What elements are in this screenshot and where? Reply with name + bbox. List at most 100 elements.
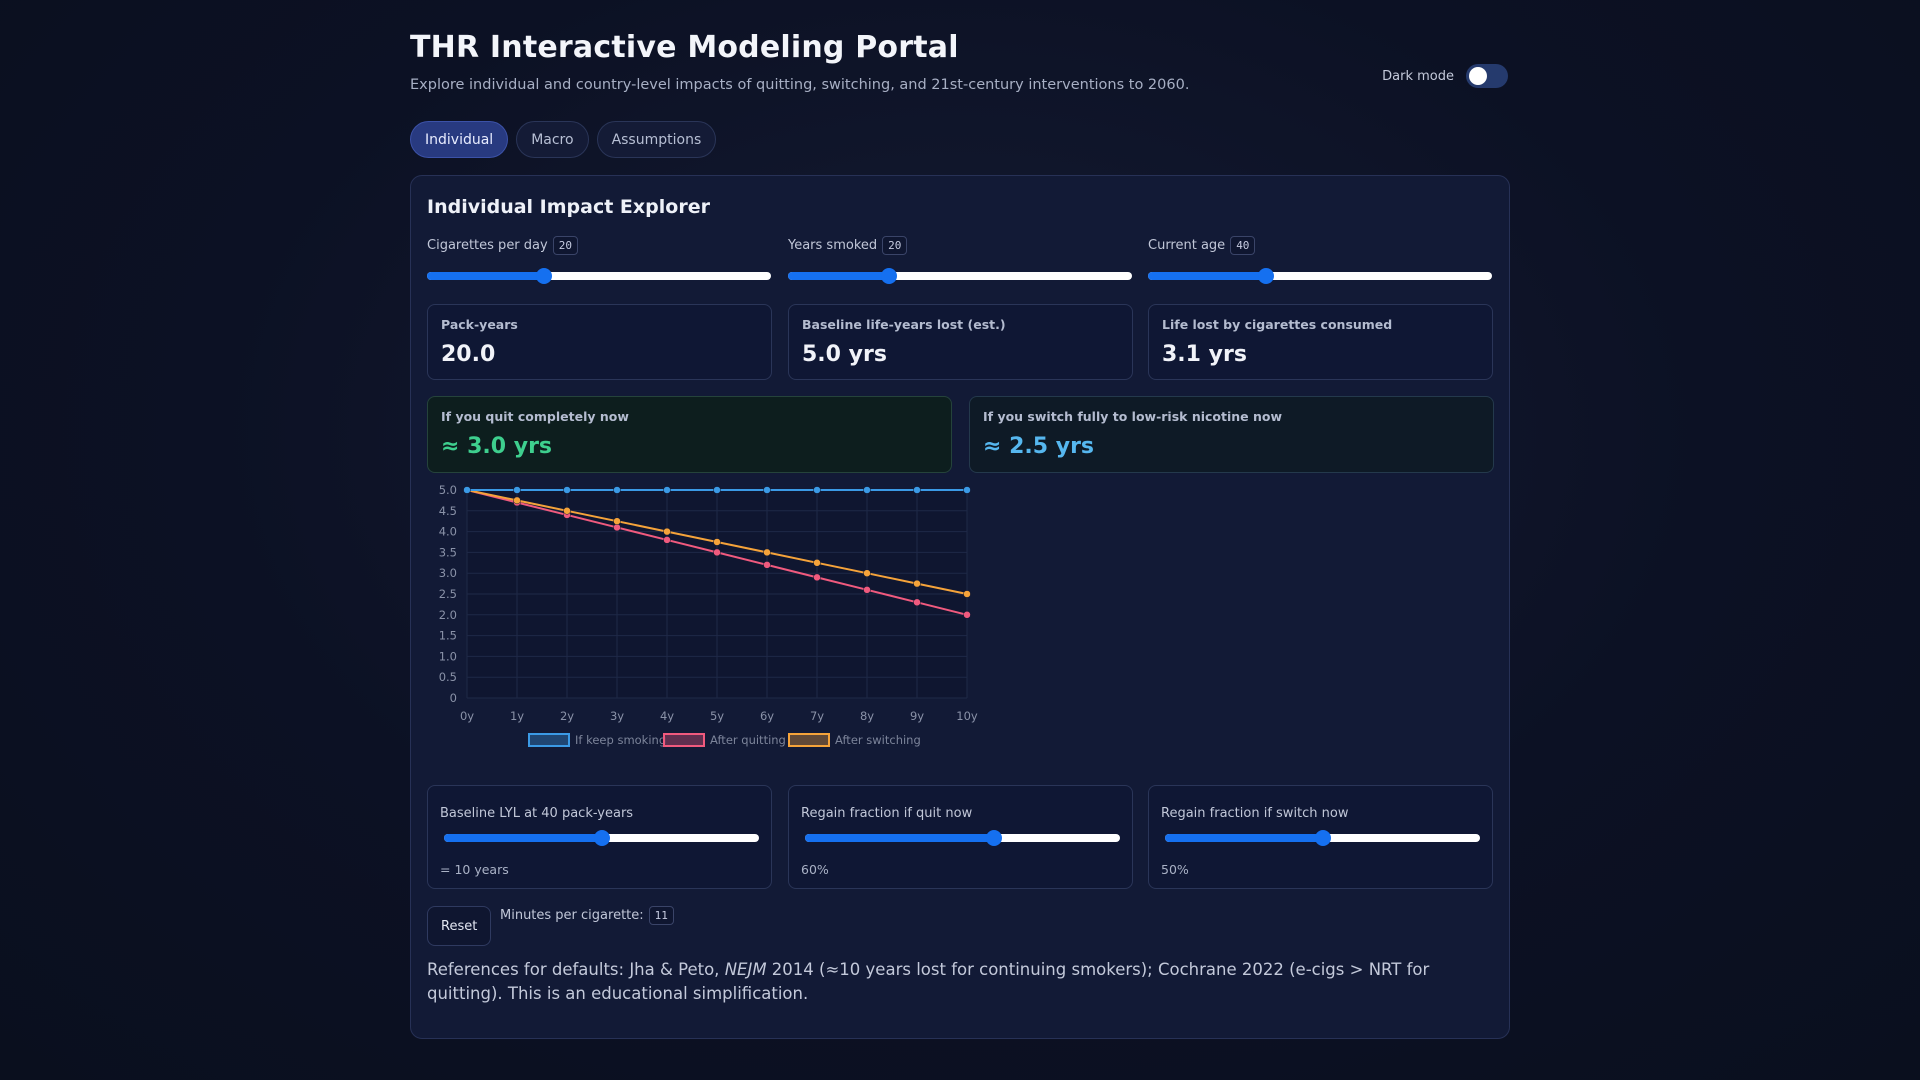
series-point: [713, 486, 721, 494]
page-subtitle: Explore individual and country-level imp…: [410, 77, 1190, 93]
series-point: [963, 611, 971, 619]
quit-outcome-card: If you quit completely now ≈ 3.0 yrs: [427, 396, 952, 473]
series-point: [763, 561, 771, 569]
regain-switch-control: Regain fraction if switch now 50%: [1148, 785, 1493, 889]
y-tick-label: 3.0: [439, 566, 457, 580]
series-point: [913, 579, 921, 588]
switch-outcome-card: If you switch fully to low-risk nicotine…: [969, 396, 1494, 473]
legend-label: After quitting: [710, 733, 786, 747]
x-tick-label: 7y: [810, 709, 824, 723]
baseline-lyl-slider[interactable]: [444, 830, 759, 846]
tab-macro[interactable]: Macro: [516, 121, 589, 158]
years-smoked-control: Years smoked 20: [788, 236, 1132, 284]
cigarettes-per-day-value: 20: [552, 236, 578, 255]
y-tick-label: 4.0: [439, 525, 457, 539]
current-age-value: 40: [1230, 236, 1256, 255]
refs-prefix: References for defaults: Jha & Peto,: [427, 960, 725, 979]
life-lost-label: Life lost by cigarettes consumed: [1162, 317, 1393, 332]
series-point: [863, 586, 871, 594]
regain-quit-slider[interactable]: [805, 830, 1120, 846]
years-smoked-slider[interactable]: [788, 268, 1132, 284]
series-point: [513, 486, 521, 494]
series-point: [963, 486, 971, 494]
y-tick-label: 1.0: [439, 649, 457, 663]
baseline-lyl-label: Baseline life-years lost (est.): [802, 317, 1006, 332]
x-tick-label: 5y: [710, 709, 724, 723]
years-smoked-value: 20: [882, 236, 908, 255]
pack-years-card: Pack-years 20.0: [427, 304, 772, 380]
series-point: [863, 486, 871, 494]
baseline-lyl-control: Baseline LYL at 40 pack-years = 10 years: [427, 785, 772, 889]
legend-label: After switching: [835, 733, 921, 747]
series-point: [863, 569, 871, 577]
minutes-per-cigarette-label: Minutes per cigarette:: [500, 908, 644, 923]
cigarettes-per-day-slider[interactable]: [427, 268, 771, 284]
individual-panel: Individual Impact Explorer Cigarettes pe…: [410, 175, 1510, 1039]
y-tick-label: 3.5: [439, 545, 457, 559]
switch-knob: [1469, 67, 1487, 85]
series-point: [613, 517, 621, 525]
legend-swatch: [788, 733, 830, 747]
series-point: [513, 496, 521, 505]
x-tick-label: 9y: [910, 709, 924, 723]
legend-swatch: [528, 733, 570, 747]
slider-thumb[interactable]: [881, 268, 898, 284]
series-point: [813, 486, 821, 494]
y-tick-label: 5.0: [439, 484, 457, 497]
tab-individual[interactable]: Individual: [410, 121, 509, 158]
slider-thumb[interactable]: [986, 830, 1002, 846]
minutes-per-cigarette-value: 11: [648, 906, 674, 925]
series-point: [913, 486, 921, 494]
switch-outcome-label: If you switch fully to low-risk nicotine…: [983, 409, 1283, 424]
regain-quit-label: Regain fraction if quit now: [801, 806, 973, 821]
refs-journal: NEJM: [724, 960, 767, 979]
regain-switch-label: Regain fraction if switch now: [1161, 806, 1349, 821]
cigarettes-per-day-label: Cigarettes per day: [427, 238, 548, 253]
tab-assumptions[interactable]: Assumptions: [596, 121, 717, 158]
dark-mode-switch[interactable]: [1466, 64, 1508, 88]
current-age-slider[interactable]: [1148, 268, 1492, 284]
series-point: [713, 538, 721, 546]
slider-thumb[interactable]: [1257, 268, 1274, 284]
page-title: THR Interactive Modeling Portal: [410, 30, 959, 65]
panel-title: Individual Impact Explorer: [427, 196, 710, 218]
current-age-control: Current age 40: [1148, 236, 1492, 284]
dark-mode-toggle[interactable]: Dark mode: [1382, 64, 1508, 88]
life-years-chart: 0 0.5 1.0 1.5 2.0 2.5 3.0 3.5 4.0 4.5 5.0 0y 1y 2y 3y 4…: [439, 484, 978, 747]
x-tick-label: 8y: [860, 709, 874, 723]
life-lost-value: 3.1 yrs: [1162, 342, 1247, 367]
refs-suffix: 2014 (≈10 years lost for continuing smok…: [427, 960, 1430, 1003]
series-point: [663, 536, 671, 544]
minutes-per-cigarette: Minutes per cigarette: 11: [500, 906, 674, 925]
regain-switch-note: 50%: [1161, 862, 1189, 877]
x-tick-label: 0y: [460, 709, 474, 723]
series-point: [663, 527, 671, 536]
y-tick-label: 4.5: [439, 504, 457, 518]
tab-bar: Individual Macro Assumptions: [410, 121, 717, 158]
series-point: [763, 486, 771, 494]
reset-button[interactable]: Reset: [427, 906, 492, 946]
series-point: [813, 559, 821, 567]
legend-label: If keep smoking: [575, 733, 666, 747]
slider-thumb[interactable]: [593, 830, 610, 846]
life-lost-card: Life lost by cigarettes consumed 3.1 yrs: [1148, 304, 1493, 380]
years-smoked-label: Years smoked: [788, 238, 878, 253]
series-point: [813, 573, 821, 582]
y-tick-label: 1.5: [439, 629, 457, 643]
x-tick-label: 10y: [956, 709, 978, 723]
regain-switch-slider[interactable]: [1165, 830, 1480, 846]
regain-quit-note: 60%: [801, 862, 829, 877]
pack-years-value: 20.0: [441, 342, 496, 367]
slider-thumb[interactable]: [535, 268, 552, 284]
switch-outcome-value: ≈ 2.5 yrs: [983, 434, 1095, 459]
x-tick-label: 4y: [660, 709, 674, 723]
x-tick-label: 6y: [760, 709, 774, 723]
y-tick-label: 0: [450, 691, 457, 705]
series-point: [563, 507, 571, 515]
series-point: [463, 486, 471, 494]
quit-outcome-label: If you quit completely now: [441, 409, 629, 424]
regain-quit-control: Regain fraction if quit now 60%: [788, 785, 1133, 889]
slider-thumb[interactable]: [1314, 830, 1331, 846]
series-point: [713, 548, 721, 557]
dark-mode-label: Dark mode: [1382, 68, 1454, 84]
